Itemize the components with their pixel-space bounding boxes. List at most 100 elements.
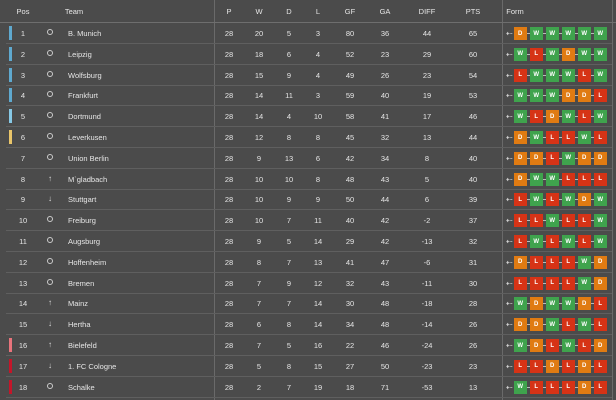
team-name[interactable]: Hoffenheim <box>68 257 107 267</box>
form-separator <box>558 95 562 97</box>
position: 11 <box>19 237 27 246</box>
team-name[interactable]: Dortmund <box>68 112 101 122</box>
form-separator <box>558 261 562 263</box>
form-result-D: D <box>513 318 527 332</box>
header-diff[interactable]: DIFF <box>418 7 436 16</box>
form-guide: ⇠ L L L L W D <box>506 276 607 290</box>
team-name[interactable]: Frankfurt <box>68 91 99 101</box>
header-goals-against[interactable]: GA <box>379 7 391 16</box>
form-separator <box>590 324 594 326</box>
form-result-D: D <box>577 89 591 103</box>
stat-d: 7 <box>286 216 292 226</box>
team-name[interactable]: Freiburg <box>68 216 96 226</box>
table-row[interactable]: 1 B. Munich 28 20 5 3 80 36 44 65 ⇠ D W W W W W <box>6 23 612 44</box>
stat-gf: 58 <box>345 112 355 122</box>
trend-down-icon: ↓ <box>48 194 52 204</box>
header-losses[interactable]: L <box>315 7 321 16</box>
team-name[interactable]: Bremen <box>68 278 95 288</box>
table-row[interactable]: 8 ↑ M`gladbach 28 10 10 8 48 43 5 40 ⇠ D W W L L L <box>6 169 612 190</box>
form-separator <box>574 345 578 346</box>
form-separator <box>542 261 546 263</box>
form-separator <box>542 178 546 180</box>
form-separator <box>574 157 578 159</box>
trend-same-icon <box>46 28 54 37</box>
table-row[interactable]: 6 Leverkusen 28 12 8 8 45 32 13 44 ⇠ D W L L W L <box>6 127 612 148</box>
position: 14 <box>18 299 28 309</box>
form-separator <box>558 241 562 242</box>
form-separator <box>526 386 530 388</box>
form-separator <box>558 199 562 201</box>
position: 2 <box>20 49 26 59</box>
team-name[interactable]: Union Berlin <box>68 153 109 163</box>
table-row[interactable]: 5 Dortmund 28 14 4 10 58 41 17 46 ⇠ W L D W L W <box>6 106 612 128</box>
team-name[interactable]: M`gladbach <box>68 174 108 184</box>
zone-indicator <box>9 379 12 394</box>
team-name[interactable]: Leverkusen <box>68 133 107 142</box>
form-separator <box>526 74 530 76</box>
form-result-D: D <box>577 297 591 311</box>
form-separator <box>590 261 594 263</box>
form-result-D: D <box>513 172 527 186</box>
team-name[interactable]: Wolfsburg <box>68 70 102 80</box>
header-goals-for[interactable]: GF <box>344 7 356 16</box>
team-name[interactable]: Augsburg <box>68 237 101 246</box>
team-name[interactable]: Bielefeld <box>68 341 97 350</box>
form-separator <box>526 33 530 34</box>
stat-diff: 13 <box>422 133 432 142</box>
stat-d: 9 <box>286 278 292 288</box>
form-separator <box>558 53 562 55</box>
table-row[interactable]: 15 ↓ Hertha 28 6 8 14 34 48 -14 26 ⇠ D D W L W L <box>6 314 612 336</box>
form-result-D: D <box>593 339 607 352</box>
stat-diff: 23 <box>422 70 432 80</box>
team-name[interactable]: 1. FC Cologne <box>68 361 117 371</box>
table-row[interactable]: 9 ↓ Stuttgart 28 10 9 9 50 44 6 39 ⇠ L W L W D W <box>6 189 612 211</box>
team-name[interactable]: Mainz <box>68 299 89 309</box>
table-row[interactable]: 13 Bremen 28 7 9 12 32 43 -11 30 ⇠ L L L L W D <box>6 273 612 294</box>
stat-w: 10 <box>254 195 264 205</box>
trend-same-icon <box>46 49 54 58</box>
table-row[interactable]: 18 Schalke 28 2 7 19 18 71 -53 13 ⇠ W L L L D L <box>6 377 612 398</box>
table-row[interactable]: 12 Hoffenheim 28 8 7 13 41 47 -6 31 ⇠ D L L L W D <box>6 252 612 273</box>
stat-l: 14 <box>313 299 323 309</box>
stat-l: 16 <box>313 341 323 350</box>
stat-p: 28 <box>224 382 234 392</box>
team-name[interactable]: Leipzig <box>68 49 92 59</box>
team-name[interactable]: Hertha <box>68 320 91 330</box>
header-played[interactable]: P <box>226 7 232 16</box>
header-wins[interactable]: W <box>255 7 263 16</box>
position: 8 <box>20 174 26 184</box>
table-row[interactable]: 10 Freiburg 28 10 7 11 40 42 -2 37 ⇠ L L W L L W <box>6 210 612 232</box>
form-result-D: D <box>561 47 575 61</box>
team-name[interactable]: Stuttgart <box>68 195 97 205</box>
form-separator <box>558 74 562 76</box>
form-result-D: D <box>513 27 527 40</box>
header-team[interactable]: Team <box>64 7 84 16</box>
table-row[interactable]: 7 Union Berlin 28 9 13 6 42 34 8 40 ⇠ D D L W D D <box>6 148 612 169</box>
form-result-L: L <box>529 255 543 269</box>
form-result-D: D <box>545 359 559 373</box>
stat-l: 4 <box>315 70 321 80</box>
stat-diff: 6 <box>424 195 430 205</box>
form-separator <box>558 386 562 388</box>
form-separator <box>590 241 594 242</box>
form-separator <box>590 74 594 76</box>
form-separator <box>590 137 594 138</box>
table-row[interactable]: 3 Wolfsburg 28 15 9 4 49 26 23 54 ⇠ L W W W L W <box>6 65 612 86</box>
table-row[interactable]: 11 Augsburg 28 9 5 14 29 42 -13 32 ⇠ L W L W L W <box>6 231 612 252</box>
header-points[interactable]: PTS <box>465 7 481 16</box>
header-draws[interactable]: D <box>286 7 292 16</box>
stat-p: 28 <box>224 216 234 226</box>
header-pos[interactable]: Pos <box>16 7 30 16</box>
table-row[interactable]: 17 ↓ 1. FC Cologne 28 5 8 15 27 50 -23 23 ⇠ L L D L D L <box>6 356 612 377</box>
arrow-left-icon: ⇠ <box>506 361 513 371</box>
table-row[interactable]: 16 ↑ Bielefeld 28 7 5 16 22 46 -24 26 ⇠ W D L W L D <box>6 335 612 356</box>
form-separator <box>542 220 546 222</box>
table-row[interactable]: 4 Frankfurt 28 14 11 3 59 40 19 53 ⇠ W W W D D L <box>6 85 612 107</box>
stat-p: 28 <box>224 133 234 142</box>
team-name[interactable]: Schalke <box>68 382 95 392</box>
form-result-D: D <box>577 193 591 207</box>
table-row[interactable]: 14 ↑ Mainz 28 7 7 14 30 48 -18 28 ⇠ W D W W D L <box>6 293 612 315</box>
stat-ga: 36 <box>380 29 390 38</box>
team-name[interactable]: B. Munich <box>68 29 102 38</box>
table-row[interactable]: 2 Leipzig 28 18 6 4 52 23 29 60 ⇠ W L W D W W <box>6 44 612 65</box>
